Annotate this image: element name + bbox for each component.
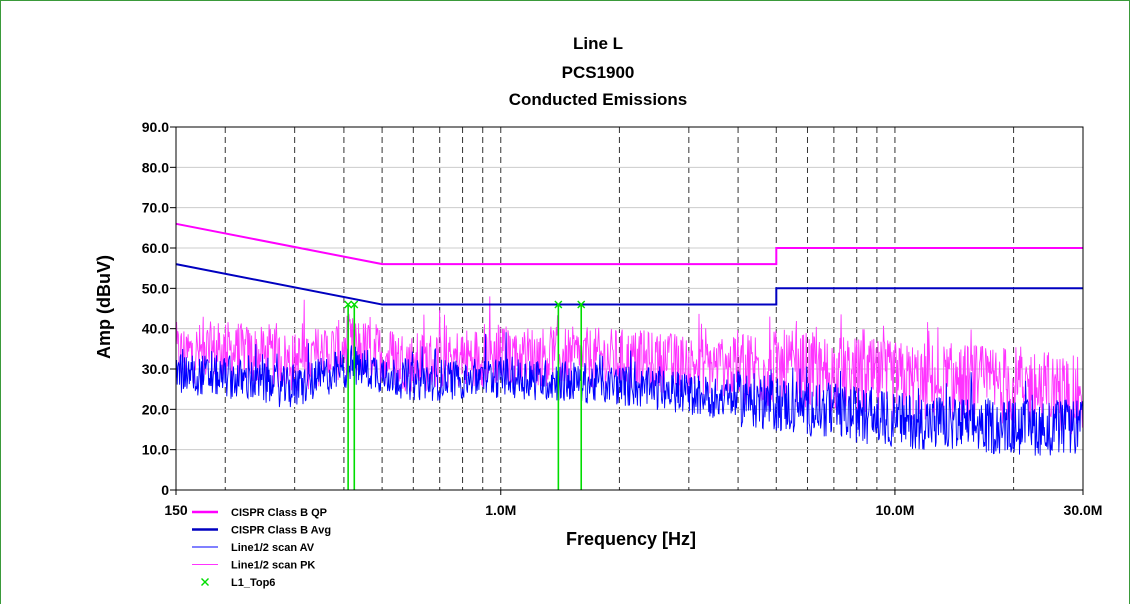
chart-title-line-2: PCS1900 (562, 63, 635, 82)
x-axis: 150 1.0M 10.0M 30.0M (164, 490, 1102, 518)
legend-item: CISPR Class B Avg (192, 525, 331, 537)
average-scan-trace (176, 332, 1083, 456)
top6-marker-x (350, 300, 359, 309)
qp-limit-line (175, 222, 1083, 266)
plot-border (175, 126, 1084, 491)
y-tick-label: 70.0 (142, 200, 169, 216)
y-axis: 0 10.0 20.0 30.0 40.0 50.0 60.0 70.0 80.0 90.0 (142, 119, 176, 498)
marker-x-stroke (554, 300, 563, 309)
marker-x-stroke (577, 300, 586, 309)
legend-item: CISPR Class B QP (192, 507, 327, 519)
avg-limit-line (175, 263, 1083, 306)
y-tick-label: 90.0 (142, 119, 169, 135)
legend-label: CISPR Class B QP (231, 507, 327, 519)
x-axis-label: Frequency [Hz] (566, 529, 696, 549)
legend-label: CISPR Class B Avg (231, 525, 331, 537)
legend: CISPR Class B QP CISPR Class B Avg Line1/2… (192, 507, 331, 589)
chart-title-line-3: Conducted Emissions (509, 90, 688, 109)
legend-item: Line1/2 scan PK (192, 560, 315, 572)
legend-label: Line1/2 scan AV (231, 542, 315, 554)
top6-marker-x (554, 300, 563, 309)
y-axis-label: Amp (dBuV) (94, 255, 114, 359)
chart-title-line-1: Line L (573, 34, 623, 53)
legend-label: L1_Top6 (231, 577, 275, 589)
y-tick-label: 10.0 (142, 442, 169, 458)
y-tick-label: 40.0 (142, 321, 169, 337)
x-tick-label: 1.0M (485, 502, 516, 518)
top6-marker-x (577, 300, 586, 309)
marker-x-stroke (350, 300, 359, 309)
chart-title-block: Line L PCS1900 Conducted Emissions (509, 34, 688, 109)
x-tick-label: 10.0M (875, 502, 914, 518)
legend-x-icon (201, 578, 209, 586)
x-tick-label: 150 (164, 502, 188, 518)
y-tick-label: 0 (161, 482, 169, 498)
y-tick-label: 20.0 (142, 401, 169, 417)
y-tick-label: 50.0 (142, 280, 169, 296)
plot-area (175, 222, 1083, 490)
y-tick-label: 60.0 (142, 240, 169, 256)
y-tick-label: 30.0 (142, 361, 169, 377)
x-tick-label: 30.0M (1064, 502, 1103, 518)
marker-x-stroke (344, 300, 353, 309)
top6-marker-x (344, 300, 353, 309)
legend-item: Line1/2 scan AV (192, 542, 315, 554)
legend-label: Line1/2 scan PK (231, 560, 315, 572)
legend-item: L1_Top6 (201, 577, 275, 589)
y-tick-label: 80.0 (142, 159, 169, 175)
